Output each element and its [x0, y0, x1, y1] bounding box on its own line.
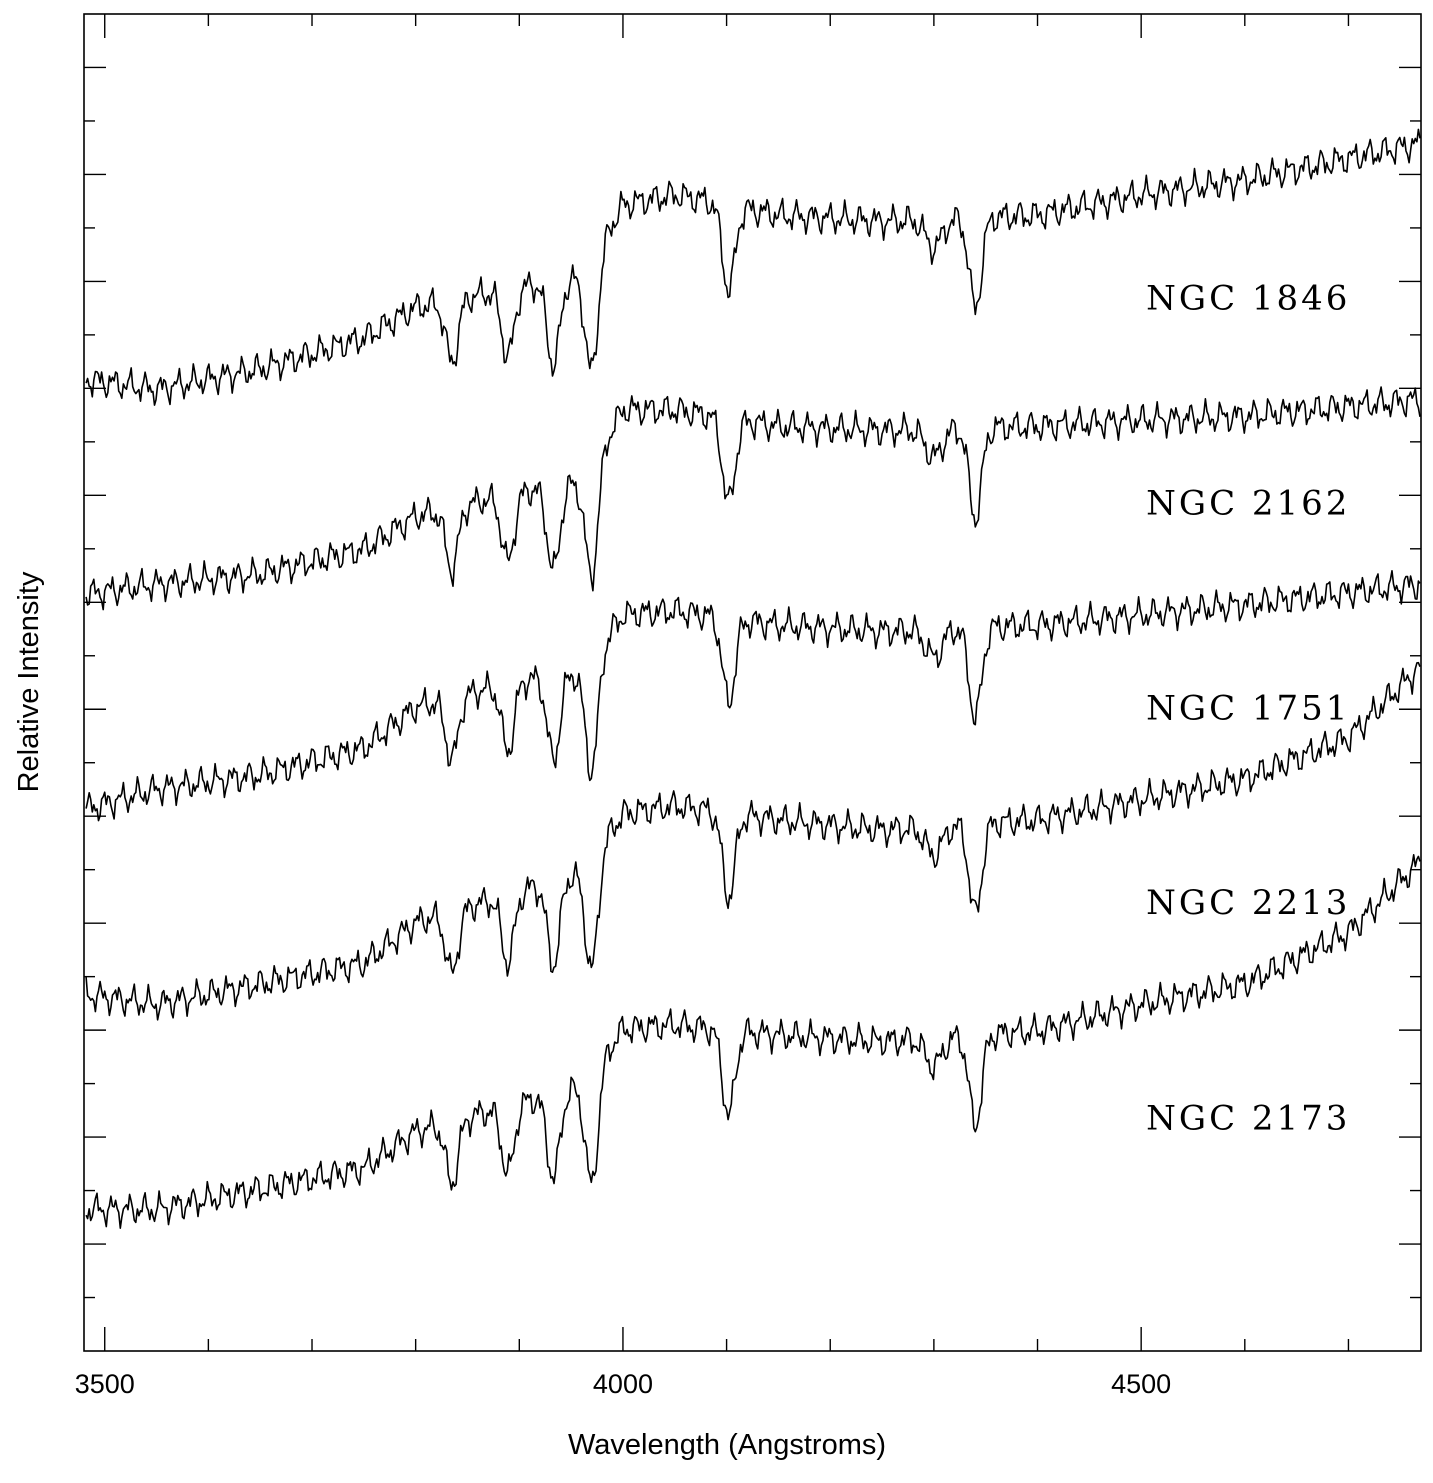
x-tick-label: 3500: [75, 1369, 135, 1399]
series-label: NGC 1751: [1146, 688, 1350, 728]
x-tick-label: 4500: [1111, 1369, 1171, 1399]
series-label: NGC 2173: [1146, 1098, 1350, 1138]
series-label: NGC 1846: [1146, 278, 1350, 318]
series-labels: NGC 1846 NGC 2162 NGC 1751 NGC 2213 NGC 2173: [1146, 278, 1350, 1138]
spectrum-line: [85, 386, 1421, 611]
x-axis-ticks: [104, 14, 1350, 1351]
spectrum-line: [85, 570, 1421, 822]
x-axis-title: Wavelength (Angstroms): [568, 1429, 886, 1461]
x-axis-tick-labels: 3500 4000 4500: [75, 1369, 1172, 1399]
x-tick-label: 4000: [593, 1369, 653, 1399]
y-axis-ticks: [84, 66, 1421, 1299]
spectra-series: [85, 128, 1421, 1229]
spectrum-line: [85, 661, 1421, 1021]
series-label: NGC 2162: [1146, 483, 1350, 523]
spectrum-line: [85, 854, 1421, 1229]
y-axis-title: Relative Intensity: [13, 571, 45, 792]
series-label: NGC 2213: [1146, 883, 1350, 923]
spectrum-line: [85, 128, 1421, 406]
plot-frame: [83, 13, 1422, 1352]
